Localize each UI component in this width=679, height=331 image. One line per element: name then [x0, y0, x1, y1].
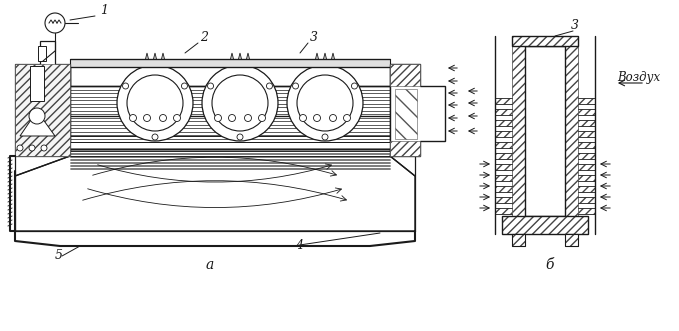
Circle shape: [117, 65, 193, 141]
Text: Воздух: Воздух: [617, 71, 660, 84]
Bar: [578, 142, 595, 148]
Bar: [495, 131, 512, 137]
Text: 3: 3: [310, 31, 318, 44]
Bar: [578, 208, 595, 214]
Circle shape: [229, 115, 236, 121]
Circle shape: [299, 115, 306, 121]
Circle shape: [130, 115, 136, 121]
Text: 2: 2: [200, 31, 208, 44]
Bar: [578, 197, 595, 203]
Bar: [70, 142, 390, 149]
Circle shape: [287, 65, 363, 141]
Bar: [495, 120, 512, 126]
Polygon shape: [20, 111, 55, 136]
Text: б: б: [546, 258, 554, 272]
Circle shape: [45, 13, 65, 33]
Circle shape: [352, 83, 357, 89]
Text: 5: 5: [55, 249, 63, 262]
Circle shape: [29, 108, 45, 124]
Bar: [495, 153, 512, 159]
Circle shape: [208, 83, 214, 89]
Bar: [495, 98, 512, 104]
Circle shape: [314, 115, 320, 121]
Circle shape: [29, 145, 35, 151]
Bar: [578, 98, 595, 104]
Bar: [578, 186, 595, 192]
Bar: [578, 120, 595, 126]
Polygon shape: [330, 53, 336, 65]
Bar: [578, 131, 595, 137]
Polygon shape: [15, 156, 415, 231]
Polygon shape: [390, 64, 445, 156]
Bar: [512, 36, 578, 46]
Circle shape: [17, 145, 23, 151]
Circle shape: [181, 83, 187, 89]
Bar: [495, 142, 512, 148]
Text: 4: 4: [295, 239, 303, 252]
Bar: [512, 46, 525, 216]
Bar: [70, 151, 390, 156]
Bar: [512, 36, 578, 46]
Bar: [495, 109, 512, 115]
Circle shape: [293, 83, 299, 89]
Bar: [565, 46, 578, 216]
Bar: [578, 164, 595, 170]
Polygon shape: [237, 53, 243, 65]
Polygon shape: [152, 53, 158, 65]
Circle shape: [259, 115, 265, 121]
Circle shape: [244, 115, 251, 121]
Bar: [15, 64, 70, 156]
Circle shape: [344, 115, 350, 121]
Circle shape: [122, 83, 128, 89]
Bar: [512, 234, 525, 246]
Bar: [502, 216, 588, 234]
Circle shape: [266, 83, 272, 89]
Circle shape: [237, 134, 243, 140]
Polygon shape: [144, 53, 150, 65]
Bar: [30, 66, 44, 101]
Bar: [390, 141, 420, 156]
Bar: [495, 175, 512, 181]
Bar: [525, 46, 565, 216]
Bar: [495, 186, 512, 192]
Polygon shape: [245, 53, 251, 65]
Circle shape: [212, 75, 268, 131]
Bar: [578, 109, 595, 115]
Bar: [495, 197, 512, 203]
Bar: [390, 64, 420, 86]
Circle shape: [202, 65, 278, 141]
Circle shape: [143, 115, 151, 121]
Bar: [502, 216, 588, 234]
Bar: [70, 64, 390, 86]
Circle shape: [297, 75, 353, 131]
Polygon shape: [322, 53, 328, 65]
Bar: [495, 208, 512, 214]
Circle shape: [127, 75, 183, 131]
Bar: [565, 234, 578, 246]
Bar: [512, 234, 525, 246]
Circle shape: [174, 115, 181, 121]
Polygon shape: [15, 41, 70, 156]
Bar: [395, 89, 417, 139]
Circle shape: [41, 145, 47, 151]
Polygon shape: [314, 53, 320, 65]
Text: 1: 1: [100, 4, 108, 17]
Circle shape: [152, 134, 158, 140]
Bar: [70, 59, 390, 67]
Circle shape: [215, 115, 221, 121]
Bar: [565, 234, 578, 246]
Polygon shape: [160, 53, 166, 65]
Bar: [38, 46, 46, 61]
Text: 3: 3: [571, 19, 579, 32]
Bar: [578, 175, 595, 181]
Bar: [578, 153, 595, 159]
Circle shape: [329, 115, 337, 121]
Circle shape: [160, 115, 166, 121]
Circle shape: [322, 134, 328, 140]
Polygon shape: [229, 53, 235, 65]
Text: а: а: [206, 258, 214, 272]
Bar: [495, 164, 512, 170]
